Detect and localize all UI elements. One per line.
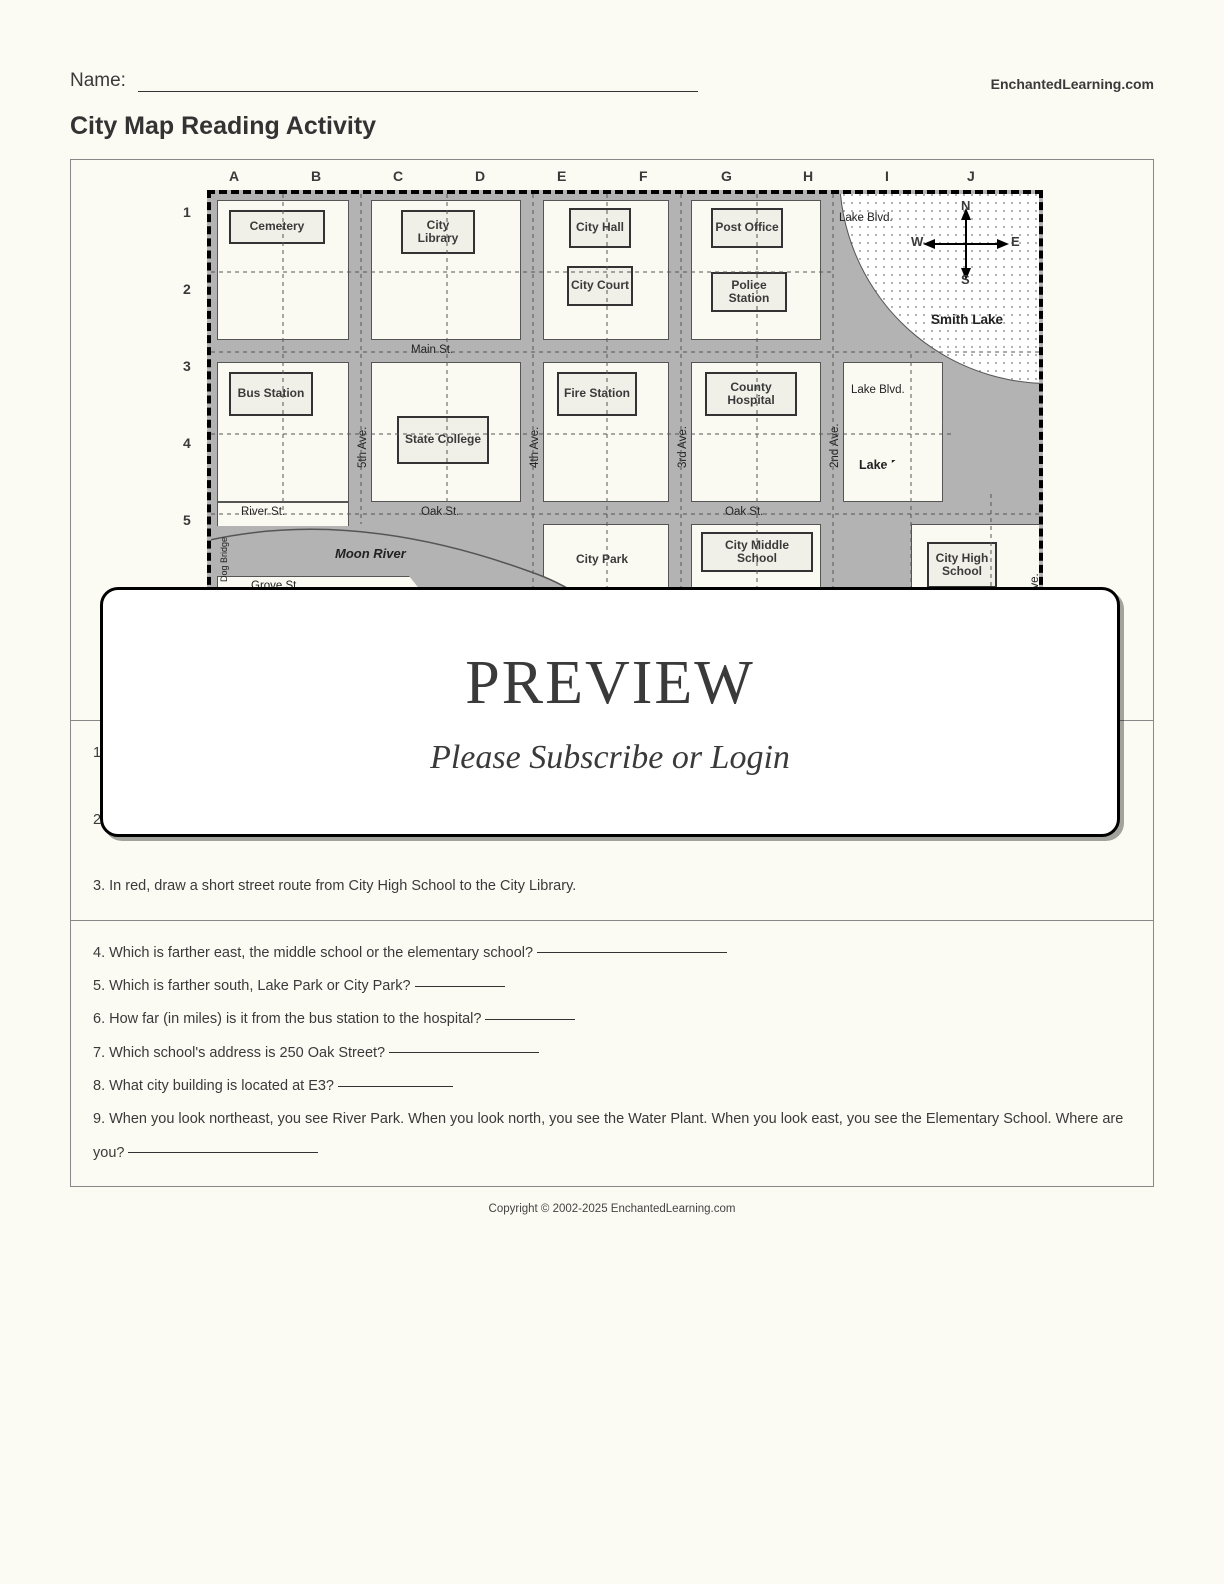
col-C: C <box>387 168 469 190</box>
answer-blank-4[interactable] <box>537 952 727 953</box>
name-input-line[interactable] <box>138 91 698 92</box>
col-G: G <box>715 168 797 190</box>
map-column-labels: A B C D E F G H I J <box>223 168 1043 190</box>
bldg-police-station: Police Station <box>711 272 787 312</box>
question-9: 9. When you look northeast, you see Rive… <box>93 1103 1131 1170</box>
label-3rd-ave: 3rd Ave. <box>677 426 689 468</box>
question-3: 3. In red, draw a short street route fro… <box>93 870 1131 903</box>
answer-blank-6[interactable] <box>485 1019 575 1020</box>
copyright-notice: Copyright © 2002-2025 EnchantedLearning.… <box>70 1203 1154 1215</box>
question-7: 7. Which school's address is 250 Oak Str… <box>93 1037 1131 1070</box>
col-H: H <box>797 168 879 190</box>
brand-label: EnchantedLearning.com <box>991 76 1154 92</box>
bldg-state-college: State College <box>397 416 489 464</box>
col-J: J <box>961 168 1043 190</box>
col-B: B <box>305 168 387 190</box>
bldg-fire-station: Fire Station <box>557 372 637 416</box>
bldg-city-hall: City Hall <box>569 208 631 248</box>
page-title: City Map Reading Activity <box>70 112 1154 141</box>
col-I: I <box>879 168 961 190</box>
label-oak-st-2: Oak St. <box>725 506 763 518</box>
question-4: 4. Which is farther east, the middle sch… <box>93 937 1131 970</box>
label-lake-blvd-1: Lake Blvd. <box>839 212 893 224</box>
col-D: D <box>469 168 551 190</box>
col-A: A <box>223 168 305 190</box>
label-moon-river: Moon River <box>335 546 406 561</box>
compass-w: W <box>911 234 923 249</box>
answer-blank-9[interactable] <box>128 1152 318 1153</box>
row-5: 5 <box>183 506 205 583</box>
bldg-city-middle-school: City Middle School <box>701 532 813 572</box>
question-8: 8. What city building is located at E3? <box>93 1070 1131 1103</box>
row-4: 4 <box>183 429 205 506</box>
row-3: 3 <box>183 352 205 429</box>
label-dog-bridge: Dog Bridge <box>219 537 229 582</box>
label-main-st: Main St. <box>411 344 453 356</box>
header-row: Name: EnchantedLearning.com <box>70 70 1154 92</box>
overlay-title: PREVIEW <box>465 648 755 719</box>
preview-overlay: PREVIEW Please Subscribe or Login <box>100 587 1120 837</box>
label-lake-blvd-2: Lake Blvd. <box>851 384 905 396</box>
label-smith-lake: Smith Lake <box>931 312 1003 327</box>
questions-section-2: 4. Which is farther east, the middle sch… <box>71 921 1153 1186</box>
compass-n: N <box>961 198 970 213</box>
compass-e: E <box>1011 234 1020 249</box>
overlay-subtitle: Please Subscribe or Login <box>430 739 790 777</box>
bldg-city-court: City Court <box>567 266 633 306</box>
label-4th-ave: 4th Ave. <box>529 427 541 468</box>
col-E: E <box>551 168 633 190</box>
label-2nd-ave: 2nd Ave. <box>829 423 841 468</box>
col-F: F <box>633 168 715 190</box>
answer-blank-5[interactable] <box>415 986 505 987</box>
bldg-post-office: Post Office <box>711 208 783 248</box>
bldg-city-high-school: City High School <box>927 542 997 588</box>
name-label: Name: <box>70 70 126 92</box>
row-2: 2 <box>183 275 205 352</box>
bldg-city-library: City Library <box>401 210 475 254</box>
label-river-st: River St. <box>241 506 285 518</box>
label-oak-st-1: Oak St. <box>421 506 459 518</box>
question-6: 6. How far (in miles) is it from the bus… <box>93 1003 1131 1036</box>
answer-blank-8[interactable] <box>338 1086 453 1087</box>
bldg-bus-station: Bus Station <box>229 372 313 416</box>
compass-s: S <box>961 272 970 287</box>
bldg-cemetery: Cemetery <box>229 210 325 244</box>
row-1: 1 <box>183 198 205 275</box>
name-field: Name: <box>70 70 698 92</box>
compass-rose: N S W E <box>911 204 1021 284</box>
label-5th-ave: 5th Ave. <box>357 427 369 468</box>
question-5: 5. Which is farther south, Lake Park or … <box>93 970 1131 1003</box>
answer-blank-7[interactable] <box>389 1052 539 1053</box>
bldg-city-park: City Park <box>565 538 639 582</box>
bldg-county-hospital: County Hospital <box>705 372 797 416</box>
